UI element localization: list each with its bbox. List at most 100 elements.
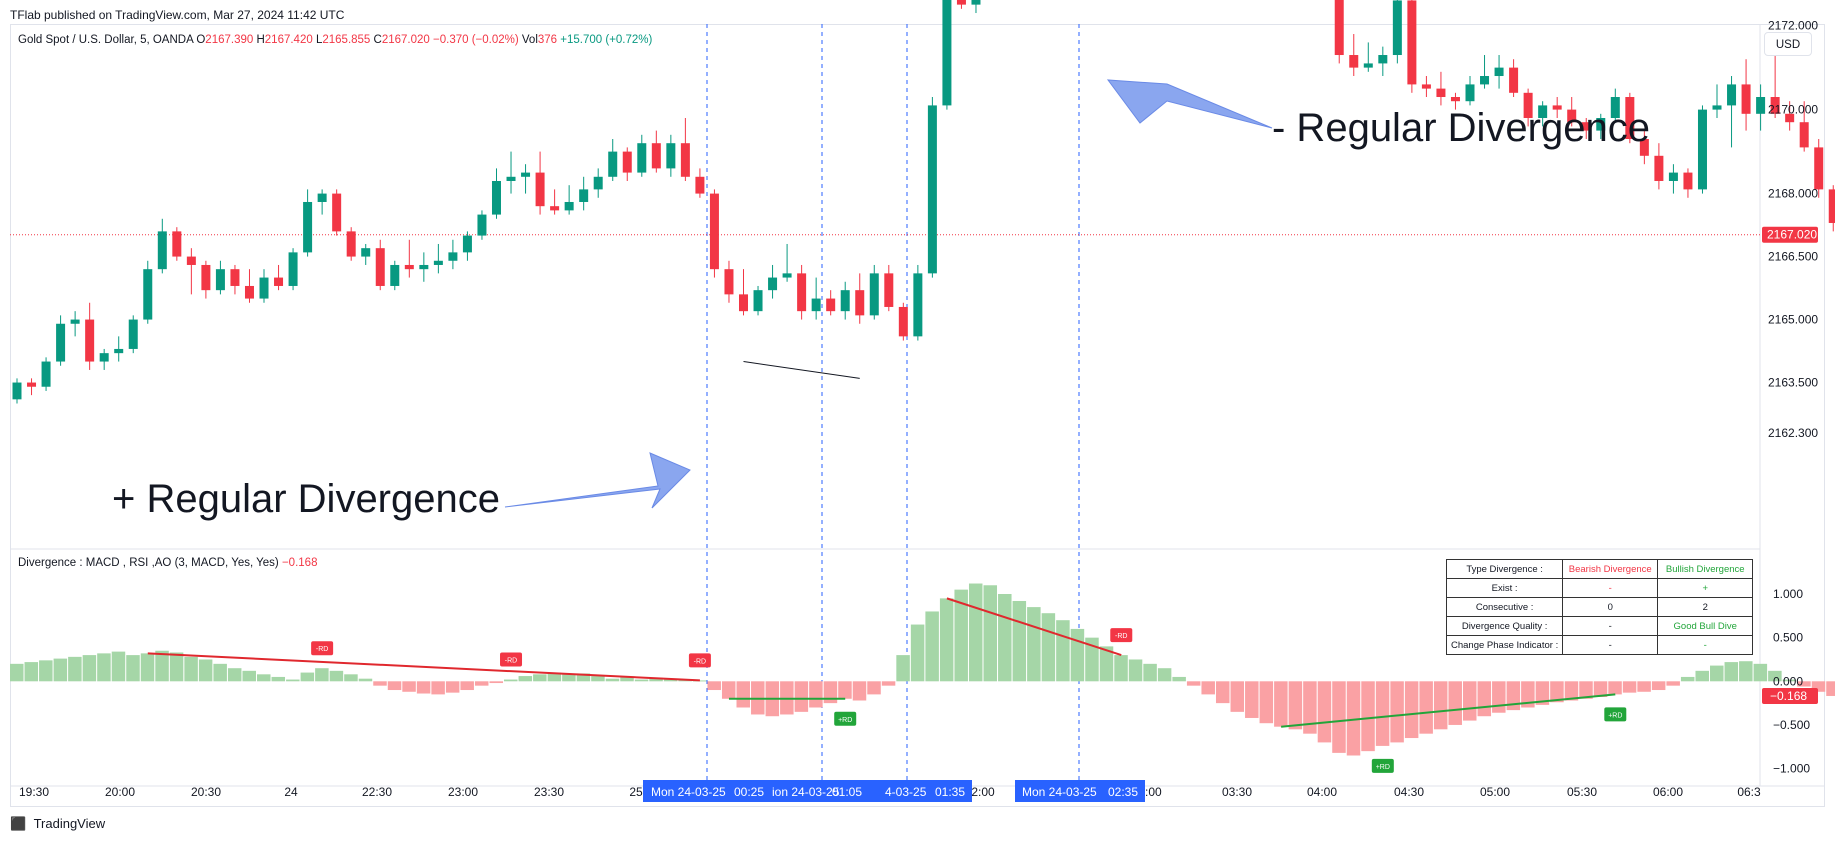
candle-body [375, 248, 385, 286]
bullish-divergence-price-line [743, 361, 860, 379]
candle-body [1349, 55, 1359, 68]
published-caption: TFlab published on TradingView.com, Mar … [10, 8, 345, 22]
table-cell: Good Bull Dive [1657, 616, 1754, 636]
price-tick-label: 2163.500 [1768, 376, 1818, 390]
candle-body [99, 353, 109, 362]
histogram-bar [1739, 661, 1753, 682]
time-tick-label: 20:00 [105, 785, 135, 799]
candle-body [550, 206, 560, 211]
candle-body [27, 382, 37, 387]
histogram-bar [1579, 681, 1593, 699]
candle-body [913, 273, 923, 337]
histogram-bar [1346, 681, 1361, 756]
histogram-bar [198, 659, 213, 682]
histogram-bar [1012, 600, 1027, 682]
candle-body [303, 201, 313, 253]
histogram-bar [1695, 670, 1709, 682]
candle-body [855, 290, 865, 316]
symbol-name: Gold Spot / U.S. Dollar, 5, OANDA [18, 34, 194, 46]
table-cell: Consecutive : [1445, 597, 1564, 617]
histogram-bar [184, 656, 198, 682]
crosshair-time-label: 01:35 [935, 785, 965, 799]
candle-body [927, 105, 937, 274]
brand-text: TradingView [33, 816, 106, 831]
histogram-bar [1375, 681, 1390, 746]
histogram-bar [1274, 681, 1288, 727]
candle-body [971, 0, 981, 5]
currency-button[interactable]: USD [1764, 32, 1812, 56]
table-cell: Divergence Quality : [1445, 616, 1564, 636]
histogram-bar [227, 668, 242, 682]
histogram-bar [1797, 681, 1811, 687]
candle-body [651, 143, 661, 169]
histogram-bar [591, 676, 605, 682]
candle-body [521, 172, 531, 177]
volume-label: Vol [521, 34, 538, 46]
candle-body [579, 189, 589, 202]
histogram-bar [1332, 681, 1346, 753]
histogram-bar [939, 598, 954, 682]
price-axis-label-bg [1762, 226, 1818, 243]
high-value: 2167.420 [264, 34, 313, 46]
time-tick-label: 24 [284, 785, 298, 799]
histogram-bar [1521, 681, 1535, 708]
candle-body [317, 193, 327, 202]
bearish-marker-badge [311, 641, 334, 656]
histogram-bar [518, 676, 533, 682]
change-value: −0.370 (−0.02%) [433, 34, 519, 46]
candle-body [637, 143, 647, 173]
oscillator-legend[interactable]: Divergence : MACD , RSI ,AO (3, MACD, Ye… [18, 557, 317, 569]
candle-body [1421, 84, 1431, 89]
histogram-bar [1550, 681, 1564, 703]
bullish-marker-label: +RD [1376, 764, 1390, 771]
candle-body [1509, 67, 1519, 93]
histogram-bar [649, 677, 663, 682]
bearish-divergence-osc-line [147, 652, 700, 682]
candle-body [85, 319, 95, 362]
candle-body [56, 323, 66, 362]
histogram-bar [402, 681, 416, 692]
chart-frame[interactable] [10, 24, 1825, 807]
low-value: 2165.855 [322, 34, 371, 46]
close-label: C [373, 34, 382, 46]
histogram-bar [1724, 662, 1739, 682]
candle-body [1697, 109, 1707, 190]
histogram-bar [169, 652, 184, 682]
histogram-bar [126, 655, 140, 682]
histogram-bar [97, 653, 111, 682]
candle-body [826, 298, 836, 312]
histogram-bar [344, 674, 358, 682]
histogram-bar [68, 656, 82, 682]
histogram-bar [315, 668, 329, 682]
tradingview-brand[interactable]: ⬛ TradingView [10, 816, 105, 832]
oscillator-value: −0.168 [281, 557, 318, 569]
candle-body [1828, 189, 1835, 223]
crosshair-time-label: Mon 24-03-25 [651, 785, 726, 799]
candle-body [1712, 105, 1722, 110]
symbol-legend[interactable]: Gold Spot / U.S. Dollar, 5, OANDA O2167.… [18, 34, 652, 46]
histogram-bar [1811, 681, 1826, 692]
candle-body [1814, 147, 1824, 190]
time-tick-label: 23:00 [448, 785, 478, 799]
price-tick-label: 2166.500 [1768, 250, 1818, 264]
histogram-bar [852, 681, 867, 701]
histogram-bar [300, 672, 315, 682]
osc-tick-label: 0.500 [1773, 631, 1803, 645]
histogram-bar [823, 681, 838, 704]
candle-body [215, 269, 225, 291]
histogram-bar [1637, 681, 1651, 692]
histogram-bar [1826, 681, 1835, 696]
bullish-marker-badge [834, 711, 857, 726]
candle-body [811, 298, 821, 312]
osc-tick-label: −1.000 [1773, 762, 1810, 776]
candle-body [666, 143, 676, 169]
candle-body [1799, 122, 1809, 148]
histogram-bar [1448, 681, 1462, 725]
bearish-annotation-arrow-icon [1106, 79, 1273, 129]
histogram-bar [1361, 681, 1375, 752]
candle-body [869, 273, 879, 316]
table-cell: 2 [1657, 597, 1754, 617]
candle-body [462, 235, 472, 253]
candle-body [1770, 97, 1780, 114]
